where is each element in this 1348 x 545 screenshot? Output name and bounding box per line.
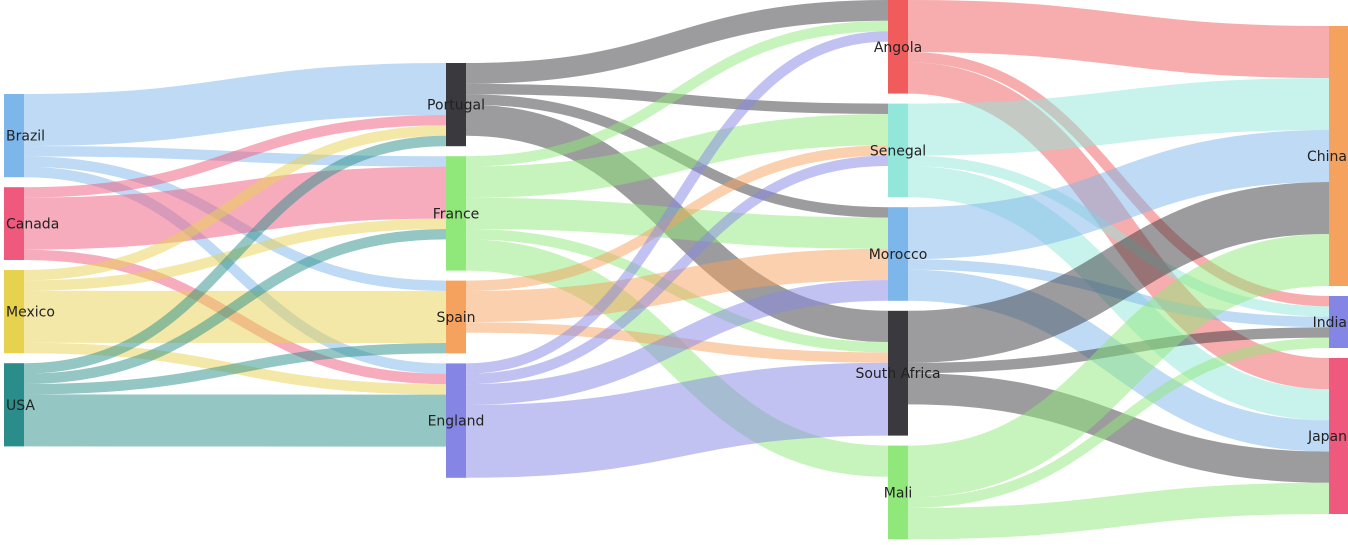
link-england-to-senegal[interactable] [465, 155, 889, 385]
sankey-nodes [4, 0, 1348, 540]
link-morocco-to-china[interactable] [907, 130, 1330, 260]
link-brazil-to-england[interactable] [23, 166, 447, 374]
node-label-south-africa: South Africa [855, 366, 940, 382]
link-spain-to-morocco[interactable] [465, 248, 889, 323]
link-angola-to-china[interactable] [907, 0, 1330, 78]
link-senegal-to-india[interactable] [907, 155, 1330, 317]
link-spain-to-senegal[interactable] [465, 145, 889, 291]
node-portugal[interactable] [446, 63, 466, 147]
node-label-china: China [1307, 149, 1347, 165]
link-mali-to-japan[interactable] [907, 482, 1330, 540]
node-label-japan: Japan [1307, 429, 1347, 445]
node-label-england: England [428, 414, 485, 430]
link-england-to-angola[interactable] [465, 31, 889, 374]
node-label-portugal: Portugal [427, 98, 485, 114]
link-france-to-mali[interactable] [465, 239, 889, 477]
node-japan[interactable] [1329, 358, 1348, 514]
node-label-canada: Canada [6, 217, 59, 233]
link-england-to-morocco[interactable] [465, 280, 889, 405]
node-brazil[interactable] [4, 94, 24, 178]
node-france[interactable] [446, 156, 466, 271]
node-china[interactable] [1329, 26, 1348, 286]
link-france-to-angola[interactable] [465, 20, 889, 167]
node-angola[interactable] [888, 0, 908, 94]
node-india[interactable] [1329, 296, 1348, 348]
node-mali[interactable] [888, 445, 908, 540]
link-canada-to-portugal[interactable] [23, 115, 447, 198]
link-angola-to-japan[interactable] [907, 62, 1330, 390]
link-mali-to-india[interactable] [907, 337, 1330, 508]
node-label-spain: Spain [436, 310, 475, 326]
link-usa-to-spain[interactable] [23, 343, 447, 395]
sankey-labels: Brazil Canada Mexico USA Portugal France Spain… [6, 40, 1347, 502]
node-south-africa[interactable] [888, 310, 908, 436]
node-spain[interactable] [446, 280, 466, 354]
link-brazil-to-portugal[interactable] [23, 63, 447, 146]
link-portugal-to-angola[interactable] [465, 0, 889, 84]
sankey-links [23, 0, 1330, 540]
node-label-brazil: Brazil [6, 129, 45, 145]
node-usa[interactable] [4, 363, 24, 447]
node-label-mali: Mali [884, 485, 912, 501]
node-label-angola: Angola [874, 40, 922, 56]
node-label-mexico: Mexico [6, 305, 55, 321]
link-senegal-to-china[interactable] [907, 78, 1330, 156]
node-england[interactable] [446, 363, 466, 478]
link-mexico-to-portugal[interactable] [23, 125, 447, 281]
node-morocco[interactable] [888, 207, 908, 301]
node-label-morocco: Morocco [869, 247, 928, 263]
node-mexico[interactable] [4, 270, 24, 354]
node-senegal[interactable] [888, 103, 908, 198]
link-usa-to-france[interactable] [23, 229, 447, 384]
link-usa-to-portugal[interactable] [23, 135, 447, 374]
link-south-africa-to-china[interactable] [907, 182, 1330, 363]
node-label-france: France [433, 206, 480, 222]
node-label-india: India [1313, 315, 1347, 331]
link-england-to-south-africa[interactable] [465, 362, 889, 478]
link-mali-to-china[interactable] [907, 234, 1330, 498]
link-france-to-senegal[interactable] [465, 114, 889, 198]
node-label-usa: USA [6, 398, 35, 414]
node-label-senegal: Senegal [870, 143, 926, 159]
node-canada[interactable] [4, 187, 24, 260]
